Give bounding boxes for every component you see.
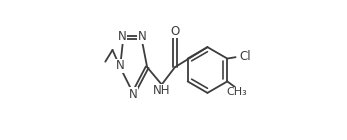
Text: N: N xyxy=(118,30,127,43)
Text: N: N xyxy=(129,88,137,101)
Text: O: O xyxy=(170,25,179,38)
Text: CH₃: CH₃ xyxy=(227,87,247,97)
Text: N: N xyxy=(116,59,124,72)
Text: NH: NH xyxy=(153,84,170,97)
Text: Cl: Cl xyxy=(239,50,251,63)
Text: N: N xyxy=(138,30,146,43)
